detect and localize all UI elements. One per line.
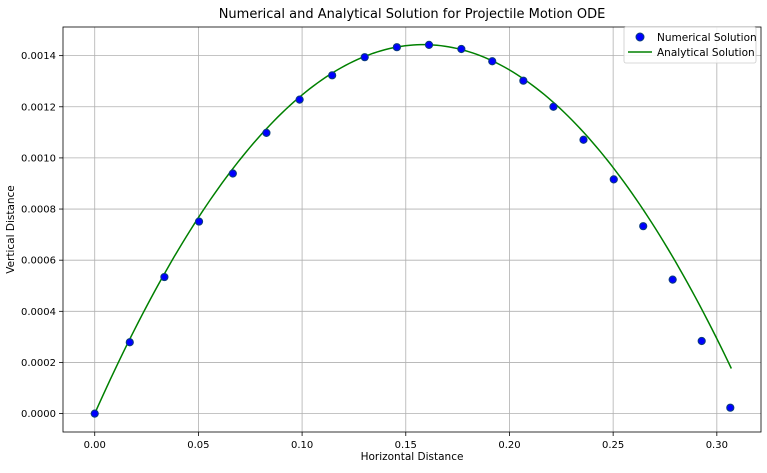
plot-area-frame [62, 26, 762, 433]
numerical-solution-point [125, 338, 134, 347]
x-tick-label: 0.10 [291, 440, 313, 451]
x-tick-label: 0.25 [602, 440, 624, 451]
y-tick-label: 0.0004 [21, 307, 56, 318]
numerical-solution-point [579, 135, 588, 144]
numerical-solution-point [726, 403, 735, 412]
y-tick-label: 0.0008 [21, 205, 56, 216]
x-tick-label: 0.05 [187, 440, 209, 451]
x-tick-label: 0.15 [395, 440, 417, 451]
numerical-solution-point [697, 336, 706, 346]
numerical-solution-point [328, 71, 337, 80]
axis-ticks: 0.00 0.05 0.10 0.15 0.20 0.25 0.30 0.0000 0.0002… [21, 51, 728, 451]
chart-title: Numerical and Analytical Solution for Pr… [219, 7, 606, 22]
numerical-solution-point [668, 275, 677, 284]
numerical-solution-point [228, 169, 237, 178]
y-tick-label: 0.0010 [21, 153, 56, 164]
series-layer [90, 40, 735, 418]
numerical-solution-point [194, 217, 204, 226]
legend-box [623, 26, 757, 64]
numerical-solution-point [457, 44, 466, 54]
y-tick-label: 0.0000 [21, 409, 56, 420]
grid [63, 27, 761, 432]
y-tick-label: 0.0012 [21, 102, 56, 113]
numerical-solution-point [609, 175, 618, 184]
numerical-solution-point [360, 53, 369, 62]
x-tick-label: 0.00 [84, 440, 106, 451]
numerical-solution-point [295, 95, 304, 104]
x-axis-label: Horizontal Distance [361, 451, 464, 463]
numerical-solution-point [549, 102, 558, 111]
numerical-solution-point [90, 409, 99, 418]
numerical-solution-point [639, 222, 648, 231]
numerical-solution-point [160, 272, 169, 282]
numerical-solution-point [488, 57, 497, 66]
legend-label-analytical: Analytical Solution [657, 47, 755, 59]
x-tick-label: 0.30 [706, 440, 728, 451]
y-axis-label: Vertical Distance [5, 185, 17, 274]
numerical-solution-point [392, 43, 401, 52]
analytical-solution-line [94, 43, 733, 414]
numerical-solution-point [262, 128, 271, 137]
numerical-solution-point [424, 40, 434, 49]
numerical-solution-point [519, 76, 528, 85]
legend-label-numerical: Numerical Solution [657, 32, 757, 44]
legend: Numerical Solution Analytical Solution [623, 26, 757, 64]
y-tick-label: 0.0014 [21, 51, 56, 62]
y-tick-label: 0.0002 [21, 358, 56, 369]
x-tick-label: 0.20 [498, 440, 520, 451]
y-tick-label: 0.0006 [21, 256, 56, 267]
legend-marker-numerical [635, 32, 645, 42]
